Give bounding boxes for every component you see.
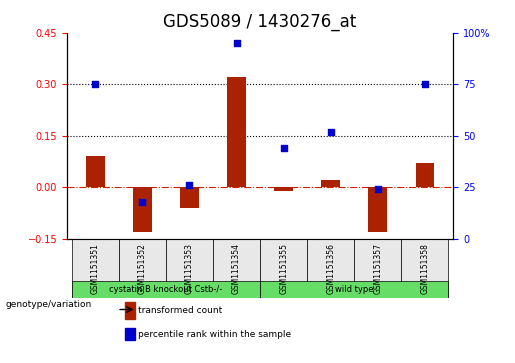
FancyBboxPatch shape xyxy=(307,239,354,298)
Text: wild type: wild type xyxy=(335,285,373,294)
FancyBboxPatch shape xyxy=(72,239,119,298)
FancyBboxPatch shape xyxy=(119,239,166,298)
Bar xyxy=(227,77,246,187)
Text: GSM1151354: GSM1151354 xyxy=(232,243,241,294)
Bar xyxy=(368,187,387,232)
Point xyxy=(327,129,335,135)
FancyBboxPatch shape xyxy=(72,281,260,298)
Text: GSM1151353: GSM1151353 xyxy=(185,243,194,294)
Bar xyxy=(180,187,199,208)
FancyBboxPatch shape xyxy=(354,239,401,298)
Bar xyxy=(125,302,134,319)
Point xyxy=(374,187,382,192)
Point xyxy=(421,81,429,87)
Text: GSM1151351: GSM1151351 xyxy=(91,243,100,294)
Text: GSM1151358: GSM1151358 xyxy=(420,243,430,294)
Text: GSM1151357: GSM1151357 xyxy=(373,243,382,294)
Text: transformed count: transformed count xyxy=(139,306,222,315)
Title: GDS5089 / 1430276_at: GDS5089 / 1430276_at xyxy=(163,13,357,31)
Text: GSM1151356: GSM1151356 xyxy=(326,243,335,294)
Point xyxy=(232,40,241,46)
FancyBboxPatch shape xyxy=(260,281,449,298)
FancyBboxPatch shape xyxy=(401,239,449,298)
Text: GSM1151352: GSM1151352 xyxy=(138,243,147,294)
Text: percentile rank within the sample: percentile rank within the sample xyxy=(139,330,291,339)
Text: cystatin B knockout Cstb-/-: cystatin B knockout Cstb-/- xyxy=(109,285,222,294)
Point xyxy=(138,199,146,205)
FancyBboxPatch shape xyxy=(166,239,213,298)
Bar xyxy=(125,329,134,340)
Bar xyxy=(86,156,105,187)
Point xyxy=(91,81,99,87)
Point xyxy=(280,145,288,151)
FancyBboxPatch shape xyxy=(213,239,260,298)
Text: GSM1151355: GSM1151355 xyxy=(279,243,288,294)
Bar xyxy=(321,180,340,187)
FancyBboxPatch shape xyxy=(260,239,307,298)
Text: genotype/variation: genotype/variation xyxy=(5,301,91,309)
Bar xyxy=(133,187,152,232)
Bar xyxy=(416,163,434,187)
Bar xyxy=(274,187,293,191)
Point xyxy=(185,182,194,188)
